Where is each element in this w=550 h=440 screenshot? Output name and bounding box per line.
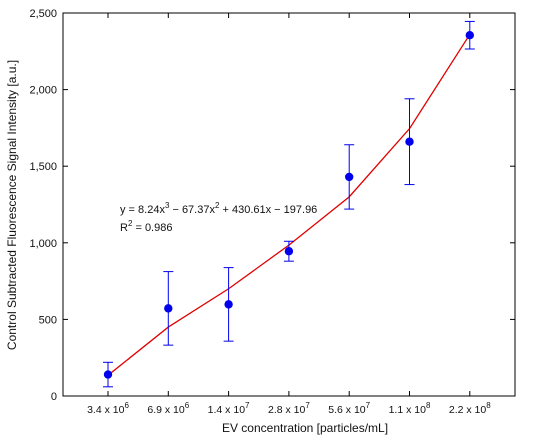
data-point <box>224 300 233 309</box>
x-tick-label: 2.8 x 107 <box>268 401 310 416</box>
y-tick-label: 2,500 <box>29 8 57 20</box>
x-tick-label: 1.4 x 107 <box>208 401 250 416</box>
x-axis-label: EV concentration [particles/mL] <box>222 421 388 435</box>
equation-text: y = 8.24x3 − 67.37x2 + 430.61x − 197.96 <box>120 201 317 216</box>
data-point <box>465 31 474 40</box>
x-tick-label: 2.2 x 108 <box>449 401 491 416</box>
x-tick-label: 1.1 x 108 <box>389 401 431 416</box>
data-point <box>284 247 294 256</box>
data-point <box>345 172 354 182</box>
y-tick-label: 2,000 <box>29 85 57 97</box>
y-tick-label: 1,000 <box>29 238 57 250</box>
r-squared-text: R2 = 0.986 <box>120 219 172 234</box>
chart-marks <box>103 20 475 388</box>
axes: 0 500 1,000 1,500 2,000 2,500 3.4 x 106 6.9 x 1… <box>29 8 516 416</box>
data-point <box>103 370 113 379</box>
fit-equation: y = 8.24x3 − 67.37x2 + 430.61x − 197.96 R… <box>120 201 317 234</box>
y-tick-label: 0 <box>51 391 57 403</box>
y-axis-label: Control Subtracted Fluorescence Signal I… <box>5 60 19 350</box>
y-tick-label: 500 <box>39 314 57 326</box>
x-tick-label: 3.4 x 106 <box>87 401 129 416</box>
x-tick-label: 6.9 x 106 <box>147 401 189 416</box>
x-tick-label: 5.6 x 107 <box>328 401 370 416</box>
y-tick-label: 1,500 <box>29 161 57 173</box>
data-point <box>405 137 414 146</box>
data-point <box>164 304 173 313</box>
